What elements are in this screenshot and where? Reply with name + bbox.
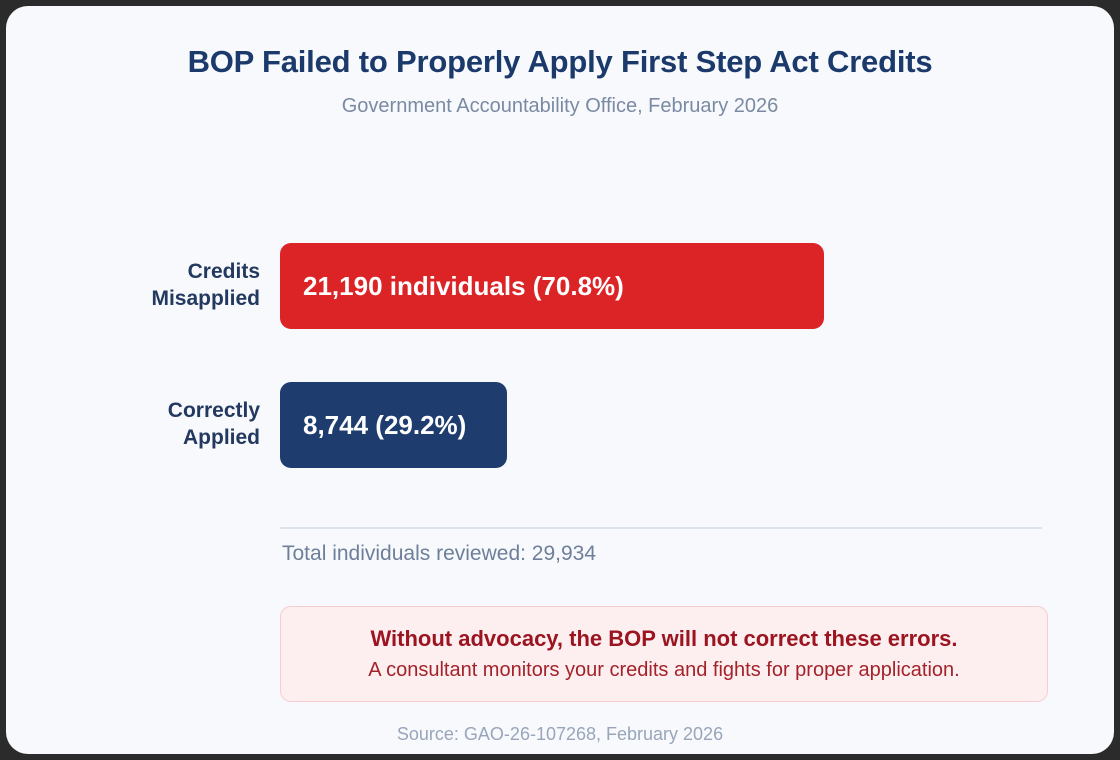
section-divider bbox=[280, 527, 1042, 529]
callout-subtext: A consultant monitors your credits and f… bbox=[368, 659, 960, 681]
page-subtitle: Government Accountability Office, Februa… bbox=[341, 95, 779, 117]
bar-row: Correctly Applied 8,744 (29.2%) bbox=[6, 382, 1114, 468]
bar-track-correct: 8,744 (29.2%) bbox=[280, 382, 1070, 468]
total-reviewed-text: Total individuals reviewed: 29,934 bbox=[282, 542, 597, 565]
bar-row: Credits Misapplied 21,190 individuals (7… bbox=[6, 243, 1114, 329]
chart-card: BOP Failed to Properly Apply First Step … bbox=[6, 6, 1114, 754]
page-title: BOP Failed to Properly Apply First Step … bbox=[187, 44, 933, 79]
advocacy-callout: Without advocacy, the BOP will not corre… bbox=[280, 606, 1048, 702]
bar-value-misapplied: 21,190 individuals (70.8%) bbox=[303, 270, 624, 301]
bar-label-line1: Credits bbox=[187, 260, 260, 284]
bar-label-misapplied: Credits Misapplied bbox=[46, 243, 260, 329]
bar-track-misapplied: 21,190 individuals (70.8%) bbox=[280, 243, 1070, 329]
bar-misapplied: 21,190 individuals (70.8%) bbox=[280, 243, 824, 329]
callout-headline: Without advocacy, the BOP will not corre… bbox=[370, 626, 958, 651]
bar-label-line2: Misapplied bbox=[151, 287, 260, 310]
bar-label-line2: Applied bbox=[183, 426, 260, 449]
bar-value-correct: 8,744 (29.2%) bbox=[303, 409, 467, 440]
bar-label-correct: Correctly Applied bbox=[46, 382, 260, 468]
bar-correct: 8,744 (29.2%) bbox=[280, 382, 507, 468]
source-note: Source: GAO-26-107268, February 2026 bbox=[396, 724, 724, 744]
bar-label-line1: Correctly bbox=[167, 399, 260, 423]
